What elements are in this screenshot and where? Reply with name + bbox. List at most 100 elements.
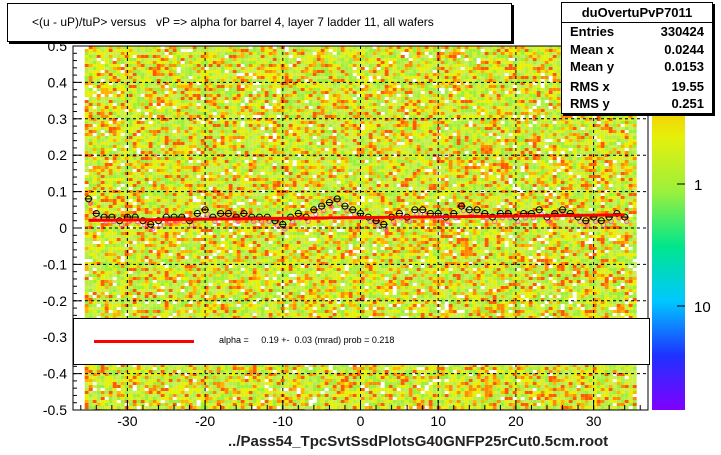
heatmap-cell: [204, 229, 209, 232]
heatmap-cell: [240, 364, 245, 367]
heatmap-cell: [120, 187, 125, 190]
heatmap-cell: [208, 73, 213, 76]
heatmap-cell: [152, 127, 157, 130]
heatmap-cell: [120, 142, 125, 145]
heatmap-cell: [200, 268, 205, 271]
heatmap-cell: [148, 184, 153, 187]
heatmap-cell: [196, 130, 201, 133]
heatmap-cell: [176, 280, 181, 283]
heatmap-cell: [136, 376, 141, 379]
heatmap-cell: [188, 100, 193, 103]
heatmap-cell: [204, 136, 209, 139]
heatmap-cell: [152, 49, 157, 52]
heatmap-cell: [160, 61, 165, 64]
heatmap-cell: [136, 298, 141, 301]
heatmap-cell: [224, 109, 229, 112]
heatmap-cell: [200, 52, 205, 55]
heatmap-cell: [108, 85, 113, 88]
heatmap-cell: [208, 85, 213, 88]
heatmap-cell: [112, 190, 117, 193]
heatmap-cell: [124, 226, 129, 229]
heatmap-cell: [208, 178, 213, 181]
heatmap-cell: [100, 97, 105, 100]
heatmap-cell: [84, 229, 89, 232]
heatmap-cell: [92, 304, 97, 307]
heatmap-cell: [220, 181, 225, 184]
heatmap-cell: [88, 310, 93, 313]
heatmap-cell: [172, 277, 177, 280]
heatmap-cell: [88, 235, 93, 238]
heatmap-cell: [196, 283, 201, 286]
heatmap-cell: [176, 112, 181, 115]
heatmap-cell: [100, 280, 105, 283]
heatmap-cell: [100, 367, 105, 370]
heatmap-cell: [168, 238, 173, 241]
heatmap-cell: [232, 379, 237, 382]
heatmap-cell: [180, 46, 185, 49]
heatmap-cell: [236, 157, 241, 160]
heatmap-cell: [152, 289, 157, 292]
heatmap-cell: [240, 247, 245, 250]
heatmap-cell: [204, 169, 209, 172]
heatmap-cell: [244, 64, 249, 67]
heatmap-cell: [148, 310, 153, 313]
heatmap-cell: [84, 202, 89, 205]
heatmap-cell: [120, 172, 125, 175]
heatmap-cell: [104, 109, 109, 112]
heatmap-cell: [128, 268, 133, 271]
heatmap-cell: [116, 391, 121, 394]
heatmap-cell: [100, 103, 105, 106]
heatmap-cell: [124, 142, 129, 145]
heatmap-cell: [108, 163, 113, 166]
heatmap-cell: [228, 247, 233, 250]
heatmap-cell: [84, 151, 89, 154]
heatmap-cell: [84, 205, 89, 208]
heatmap-cell: [156, 376, 161, 379]
heatmap-cell: [132, 52, 137, 55]
heatmap-cell: [212, 394, 217, 397]
heatmap-cell: [196, 112, 201, 115]
heatmap-cell: [92, 67, 97, 70]
heatmap-cell: [148, 52, 153, 55]
heatmap-cell: [248, 202, 253, 205]
heatmap-cell: [220, 403, 225, 406]
heatmap-cell: [100, 139, 105, 142]
heatmap-cell: [176, 400, 181, 403]
heatmap-cell: [84, 142, 89, 145]
heatmap-cell: [248, 373, 253, 376]
heatmap-cell: [164, 103, 169, 106]
heatmap-cell: [192, 202, 197, 205]
heatmap-cell: [224, 64, 229, 67]
heatmap-cell: [252, 172, 257, 175]
heatmap-cell: [236, 145, 241, 148]
heatmap-cell: [104, 310, 109, 313]
heatmap-cell: [236, 289, 241, 292]
heatmap-cell: [200, 250, 205, 253]
heatmap-cell: [244, 370, 249, 373]
heatmap-cell: [252, 367, 257, 370]
heatmap-cell: [92, 202, 97, 205]
heatmap-cell: [252, 304, 257, 307]
heatmap-cell: [132, 130, 137, 133]
heatmap-cell: [252, 241, 257, 244]
heatmap-cell: [84, 73, 89, 76]
heatmap-cell: [160, 64, 165, 67]
heatmap-cell: [228, 397, 233, 400]
heatmap-cell: [236, 106, 241, 109]
heatmap-cell: [136, 127, 141, 130]
heatmap-cell: [124, 82, 129, 85]
heatmap-cell: [180, 406, 185, 409]
heatmap-cell: [104, 385, 109, 388]
heatmap-cell: [168, 160, 173, 163]
heatmap-cell: [140, 289, 145, 292]
heatmap-cell: [216, 85, 221, 88]
heatmap-cell: [204, 301, 209, 304]
heatmap-cell: [256, 73, 261, 76]
heatmap-cell: [116, 151, 121, 154]
heatmap-cell: [104, 202, 109, 205]
heatmap-cell: [96, 391, 101, 394]
heatmap-cell: [188, 118, 193, 121]
heatmap-cell: [180, 274, 185, 277]
heatmap-cell: [136, 154, 141, 157]
heatmap-cell: [148, 178, 153, 181]
